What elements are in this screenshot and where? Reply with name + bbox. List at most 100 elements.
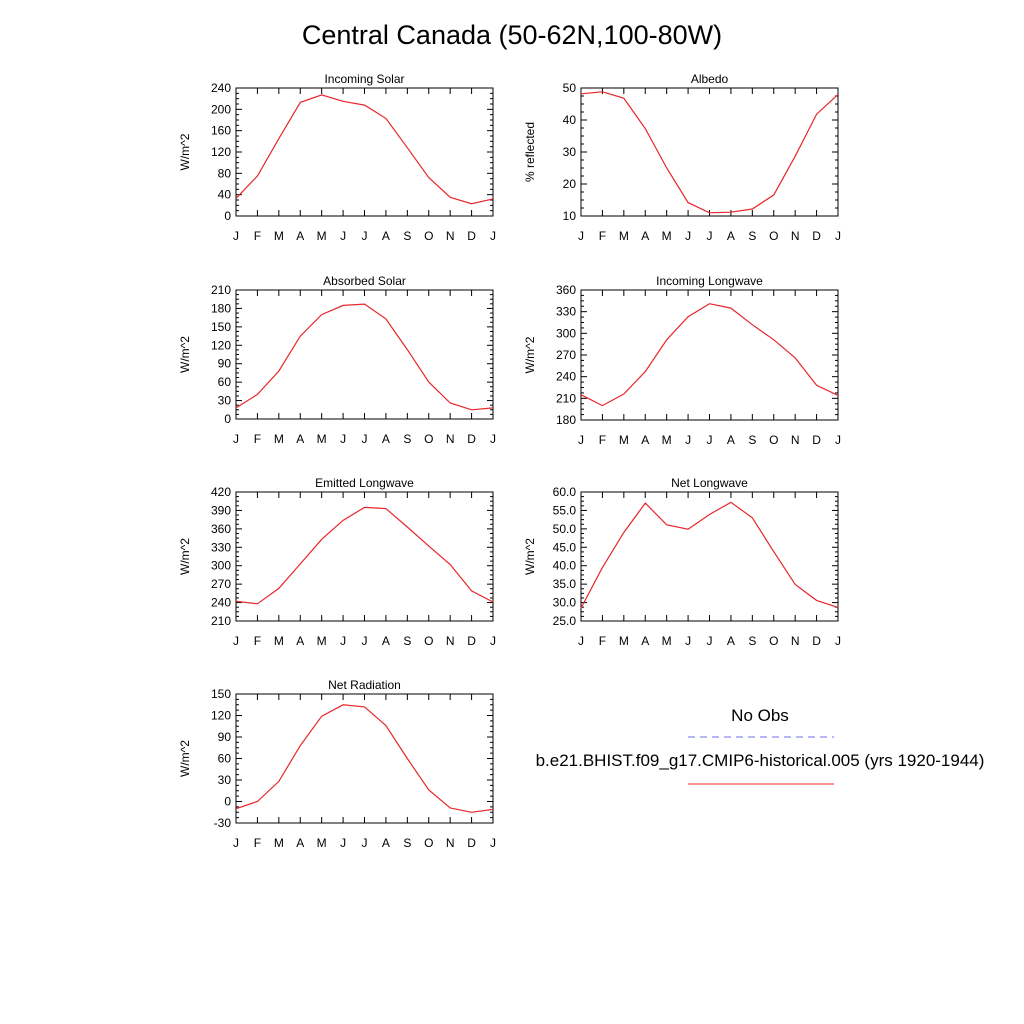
x-tick-label: N [446,836,455,850]
x-tick-label: J [233,836,239,850]
y-tick-label: -30 [214,816,232,830]
x-tick-label: J [835,433,841,447]
y-tick-label: 90 [218,357,232,371]
x-tick-label: M [274,229,284,243]
y-axis-label: W/m^2 [178,740,192,777]
x-tick-label: D [812,229,821,243]
y-tick-label: 180 [556,413,576,427]
y-tick-label: 120 [211,338,231,352]
y-tick-label: 80 [218,166,232,180]
x-tick-label: D [812,634,821,648]
x-tick-label: A [382,634,390,648]
x-tick-label: M [317,229,327,243]
x-tick-label: A [296,432,304,446]
y-tick-label: 200 [211,102,231,116]
y-tick-label: 270 [556,348,576,362]
x-tick-label: A [296,634,304,648]
y-tick-label: 390 [211,503,231,517]
x-tick-label: A [641,634,649,648]
x-tick-label: M [619,634,629,648]
x-tick-label: F [254,634,261,648]
x-tick-label: N [446,634,455,648]
y-tick-label: 360 [211,522,231,536]
x-tick-label: J [707,433,713,447]
x-tick-label: A [382,229,390,243]
x-tick-label: M [274,836,284,850]
series-line [235,303,494,411]
x-tick-label: S [748,433,756,447]
y-tick-label: 40 [563,113,577,127]
y-tick-label: 330 [556,305,576,319]
x-tick-label: J [340,634,346,648]
x-tick-label: J [362,432,368,446]
y-tick-label: 330 [211,540,231,554]
x-tick-label: D [467,836,476,850]
x-tick-label: M [317,432,327,446]
x-tick-label: S [403,432,411,446]
x-tick-label: A [382,836,390,850]
y-tick-label: 30 [218,773,232,787]
y-tick-label: 0 [224,412,231,426]
series-line [235,506,494,605]
panel-title: Net Radiation [328,678,401,692]
x-tick-label: J [578,433,584,447]
x-tick-label: J [578,229,584,243]
x-tick-label: J [233,634,239,648]
x-tick-label: M [274,634,284,648]
y-tick-label: 10 [563,209,577,223]
x-tick-label: D [467,432,476,446]
y-tick-label: 60 [218,375,232,389]
x-tick-label: A [727,229,735,243]
y-tick-label: 40 [218,188,232,202]
series-line [235,94,494,205]
x-tick-label: M [662,634,672,648]
x-tick-label: J [362,836,368,850]
x-tick-label: S [748,634,756,648]
plot-frame [580,491,839,622]
y-tick-label: 160 [211,124,231,138]
x-tick-label: J [490,836,496,850]
y-tick-label: 120 [211,145,231,159]
x-tick-label: M [662,229,672,243]
y-tick-label: 210 [556,391,576,405]
x-tick-label: A [641,433,649,447]
x-tick-label: J [362,229,368,243]
y-tick-label: 240 [211,81,231,95]
x-tick-label: J [340,432,346,446]
x-tick-label: M [662,433,672,447]
panel-title: Emitted Longwave [315,476,414,490]
x-tick-label: O [424,229,433,243]
x-tick-label: J [707,634,713,648]
y-axis-label: % reflected [523,122,537,182]
y-tick-label: 60 [218,752,232,766]
panel-title: Albedo [691,72,729,86]
y-tick-label: 240 [211,596,231,610]
y-tick-label: 55.0 [553,503,577,517]
x-tick-label: J [233,432,239,446]
y-tick-label: 60.0 [553,485,577,499]
figure-title: Central Canada (50-62N,100-80W) [301,20,723,50]
plot-frame [580,289,839,421]
y-tick-label: 210 [211,614,231,628]
x-tick-label: J [578,634,584,648]
x-tick-label: F [599,229,606,243]
x-tick-label: A [727,634,735,648]
plot-frame [580,87,839,217]
x-tick-label: J [340,229,346,243]
x-tick-label: N [791,229,800,243]
x-tick-label: O [424,432,433,446]
y-axis-label: W/m^2 [523,538,537,575]
plot-frame [235,87,494,217]
x-tick-label: A [382,432,390,446]
x-tick-label: J [490,634,496,648]
x-tick-label: S [403,634,411,648]
y-axis-label: W/m^2 [178,336,192,373]
x-tick-label: J [233,229,239,243]
x-tick-label: N [446,432,455,446]
x-tick-label: N [446,229,455,243]
y-tick-label: 50 [563,81,577,95]
y-tick-label: 30.0 [553,596,577,610]
